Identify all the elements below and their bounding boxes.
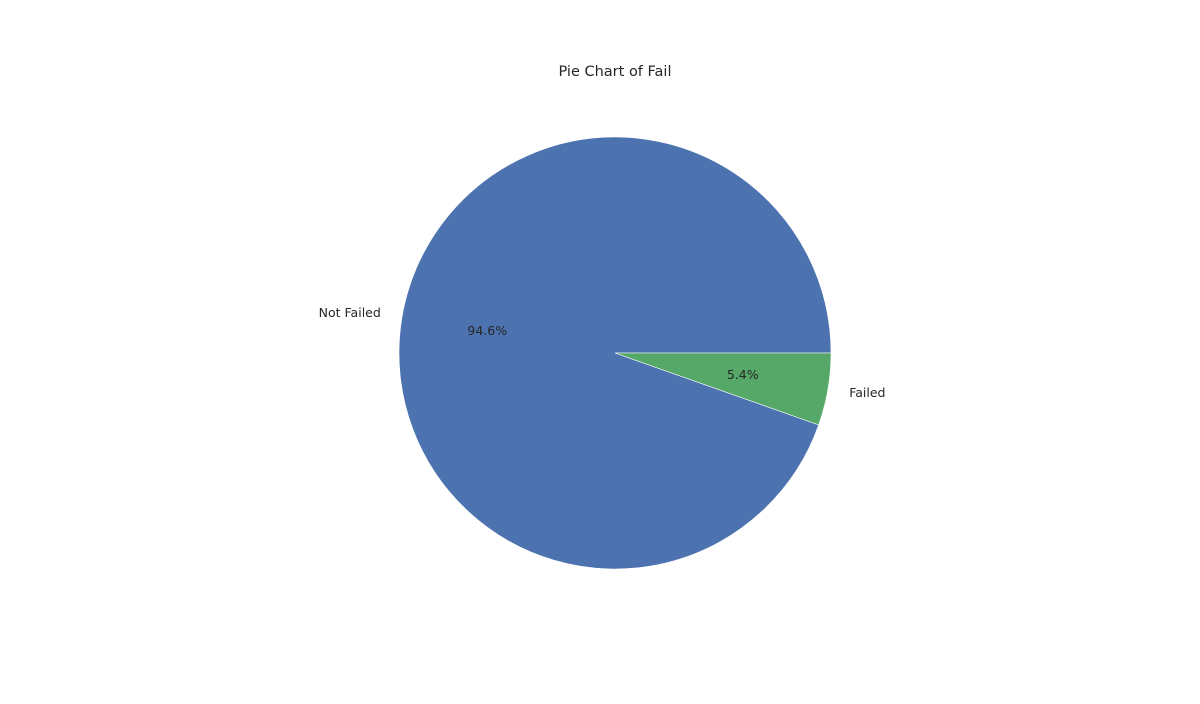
slice-label-not-failed: Not Failed xyxy=(319,305,381,320)
pie-labels: Not Failed 94.6% Failed 5.4% xyxy=(319,305,886,400)
pie-slices xyxy=(398,136,832,570)
pie-slice-not-failed xyxy=(398,136,832,570)
pie-slice-failed xyxy=(614,352,832,426)
slice-percent-not-failed: 94.6% xyxy=(467,323,507,338)
chart-title: Pie Chart of Fail xyxy=(559,64,672,80)
slice-percent-failed: 5.4% xyxy=(727,367,759,382)
slice-label-failed: Failed xyxy=(849,385,885,400)
